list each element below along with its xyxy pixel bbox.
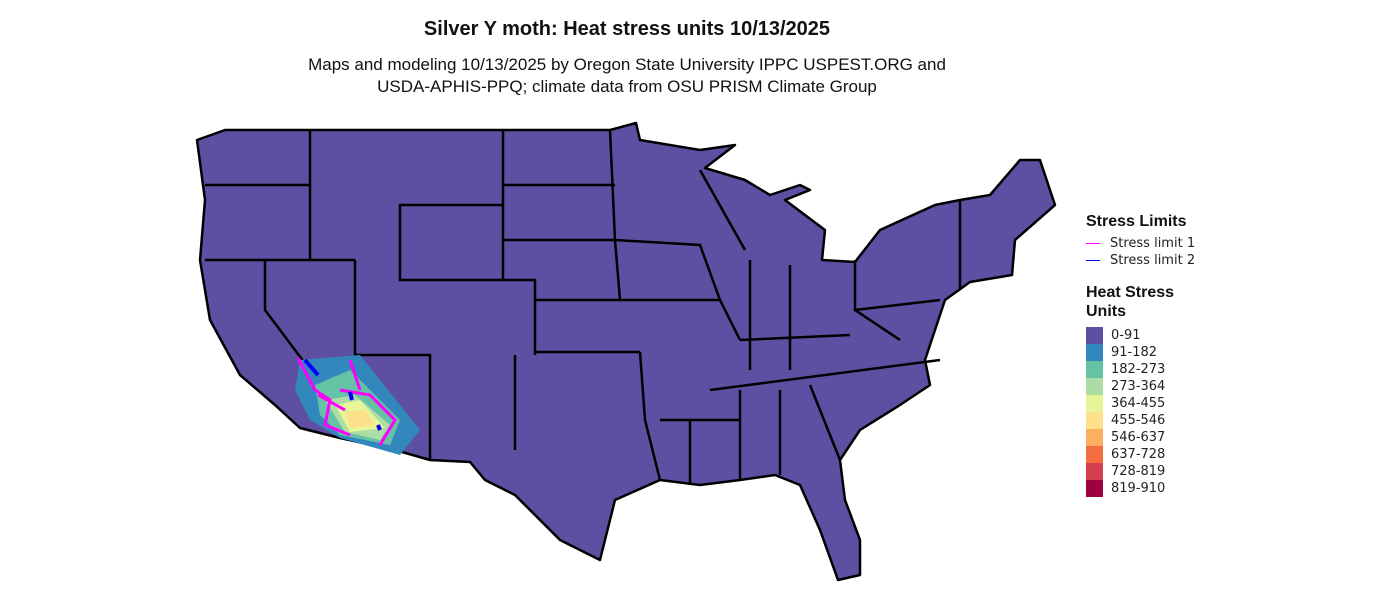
legend-item-728-819: 728-819 — [1086, 463, 1174, 480]
heat-stress-units-legend: Heat Stress Units 0-91 91-182 182-273 273-3… — [1086, 283, 1174, 497]
legend-item-91-182: 91-182 — [1086, 344, 1174, 361]
legend-label: 0-91 — [1111, 328, 1141, 343]
legend-item-stress-limit-1: Stress limit 1 — [1086, 235, 1195, 252]
legend-title-line-2: Units — [1086, 303, 1126, 320]
legend-label: Stress limit 2 — [1110, 253, 1196, 268]
color-swatch-icon — [1086, 480, 1103, 497]
legend-item-182-273: 182-273 — [1086, 361, 1174, 378]
color-swatch-icon — [1086, 361, 1103, 378]
legend-label: 273-364 — [1111, 379, 1166, 394]
subtitle-line-1: Maps and modeling 10/13/2025 by Oregon S… — [308, 55, 946, 74]
state-borders — [205, 129, 962, 485]
legend-label: 819-910 — [1111, 481, 1166, 496]
color-swatch-icon — [1086, 378, 1103, 395]
map-title: Silver Y moth: Heat stress units 10/13/2… — [423, 18, 831, 40]
legend-item-455-546: 455-546 — [1086, 412, 1174, 429]
color-swatch-icon — [1086, 412, 1103, 429]
legend-label: 91-182 — [1111, 345, 1158, 360]
color-swatch-icon — [1086, 395, 1103, 412]
legend-item-273-364: 273-364 — [1086, 378, 1174, 395]
legend-item-546-637: 546-637 — [1086, 429, 1174, 446]
legend-item-0-91: 0-91 — [1086, 327, 1174, 344]
blue-line-swatch-icon — [1086, 260, 1100, 261]
color-swatch-icon — [1086, 344, 1103, 361]
color-swatch-icon — [1086, 446, 1103, 463]
map-subtitle: Maps and modeling 10/13/2025 by Oregon S… — [0, 54, 1254, 98]
color-swatch-icon — [1086, 463, 1103, 480]
color-swatch-icon — [1086, 327, 1103, 344]
legend-label: 728-819 — [1111, 464, 1166, 479]
legend-label: 182-273 — [1111, 362, 1166, 377]
heat-stress-legend-title: Heat Stress Units — [1086, 283, 1174, 321]
heat-stress-hotspot — [295, 355, 420, 455]
stress-limits-legend: Stress Limits Stress limit 1 Stress limi… — [1086, 212, 1195, 269]
legend-label: Stress limit 1 — [1110, 236, 1196, 251]
legend-label: 546-637 — [1111, 430, 1166, 445]
legend-item-637-728: 637-728 — [1086, 446, 1174, 463]
stress-limits-legend-title: Stress Limits — [1086, 213, 1187, 230]
legend-item-stress-limit-2: Stress limit 2 — [1086, 252, 1195, 269]
legend-label: 455-546 — [1111, 413, 1166, 428]
legend-title-line-1: Heat Stress — [1086, 284, 1175, 301]
color-swatch-icon — [1086, 429, 1103, 446]
legend-item-819-910: 819-910 — [1086, 480, 1174, 497]
legend-label: 364-455 — [1111, 396, 1166, 411]
subtitle-line-2: USDA-APHIS-PPQ; climate data from OSU PR… — [377, 77, 877, 96]
legend-item-364-455: 364-455 — [1086, 395, 1174, 412]
magenta-line-swatch-icon — [1086, 243, 1100, 244]
legend-label: 637-728 — [1111, 447, 1166, 462]
